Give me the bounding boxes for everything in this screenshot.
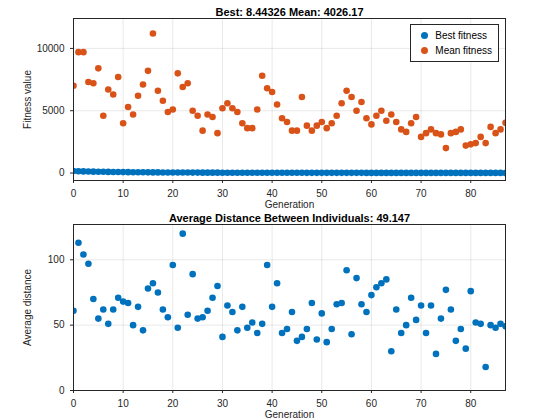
svg-text:60: 60 — [366, 188, 378, 199]
svg-text:5000: 5000 — [42, 105, 65, 116]
svg-text:80: 80 — [465, 188, 477, 199]
svg-text:30: 30 — [217, 398, 229, 409]
svg-text:20: 20 — [167, 188, 179, 199]
html-text:Mean fitness: Mean fitness — [435, 45, 492, 56]
svg-text:Best: 8.44326 Mean: 4026.17: Best: 8.44326 Mean: 4026.17 — [216, 6, 364, 18]
svg-text:70: 70 — [416, 188, 428, 199]
svg-text:Fitness value: Fitness value — [22, 70, 33, 129]
svg-text:10: 10 — [118, 398, 130, 409]
svg-text:10000: 10000 — [37, 43, 65, 54]
svg-text:50: 50 — [316, 188, 328, 199]
svg-text:Average distance: Average distance — [22, 269, 33, 347]
svg-text:0: 0 — [59, 167, 65, 178]
svg-text:60: 60 — [366, 398, 378, 409]
svg-text:40: 40 — [267, 398, 279, 409]
svg-text:50: 50 — [316, 398, 328, 409]
svg-text:Generation: Generation — [265, 199, 314, 210]
svg-text:10: 10 — [118, 188, 130, 199]
svg-text:0: 0 — [59, 385, 65, 396]
svg-text:50: 50 — [53, 319, 65, 330]
html-text:Best fitness: Best fitness — [435, 30, 487, 41]
svg-text:70: 70 — [416, 398, 428, 409]
svg-text:20: 20 — [167, 398, 179, 409]
svg-text:Generation: Generation — [265, 409, 314, 420]
svg-text:40: 40 — [267, 188, 279, 199]
svg-text:Average Distance Between Indiv: Average Distance Between Individuals: 49… — [169, 212, 410, 224]
svg-text:0: 0 — [71, 398, 77, 409]
svg-text:0: 0 — [71, 188, 77, 199]
svg-text:30: 30 — [217, 188, 229, 199]
svg-text:100: 100 — [48, 254, 65, 265]
svg-text:80: 80 — [465, 398, 477, 409]
